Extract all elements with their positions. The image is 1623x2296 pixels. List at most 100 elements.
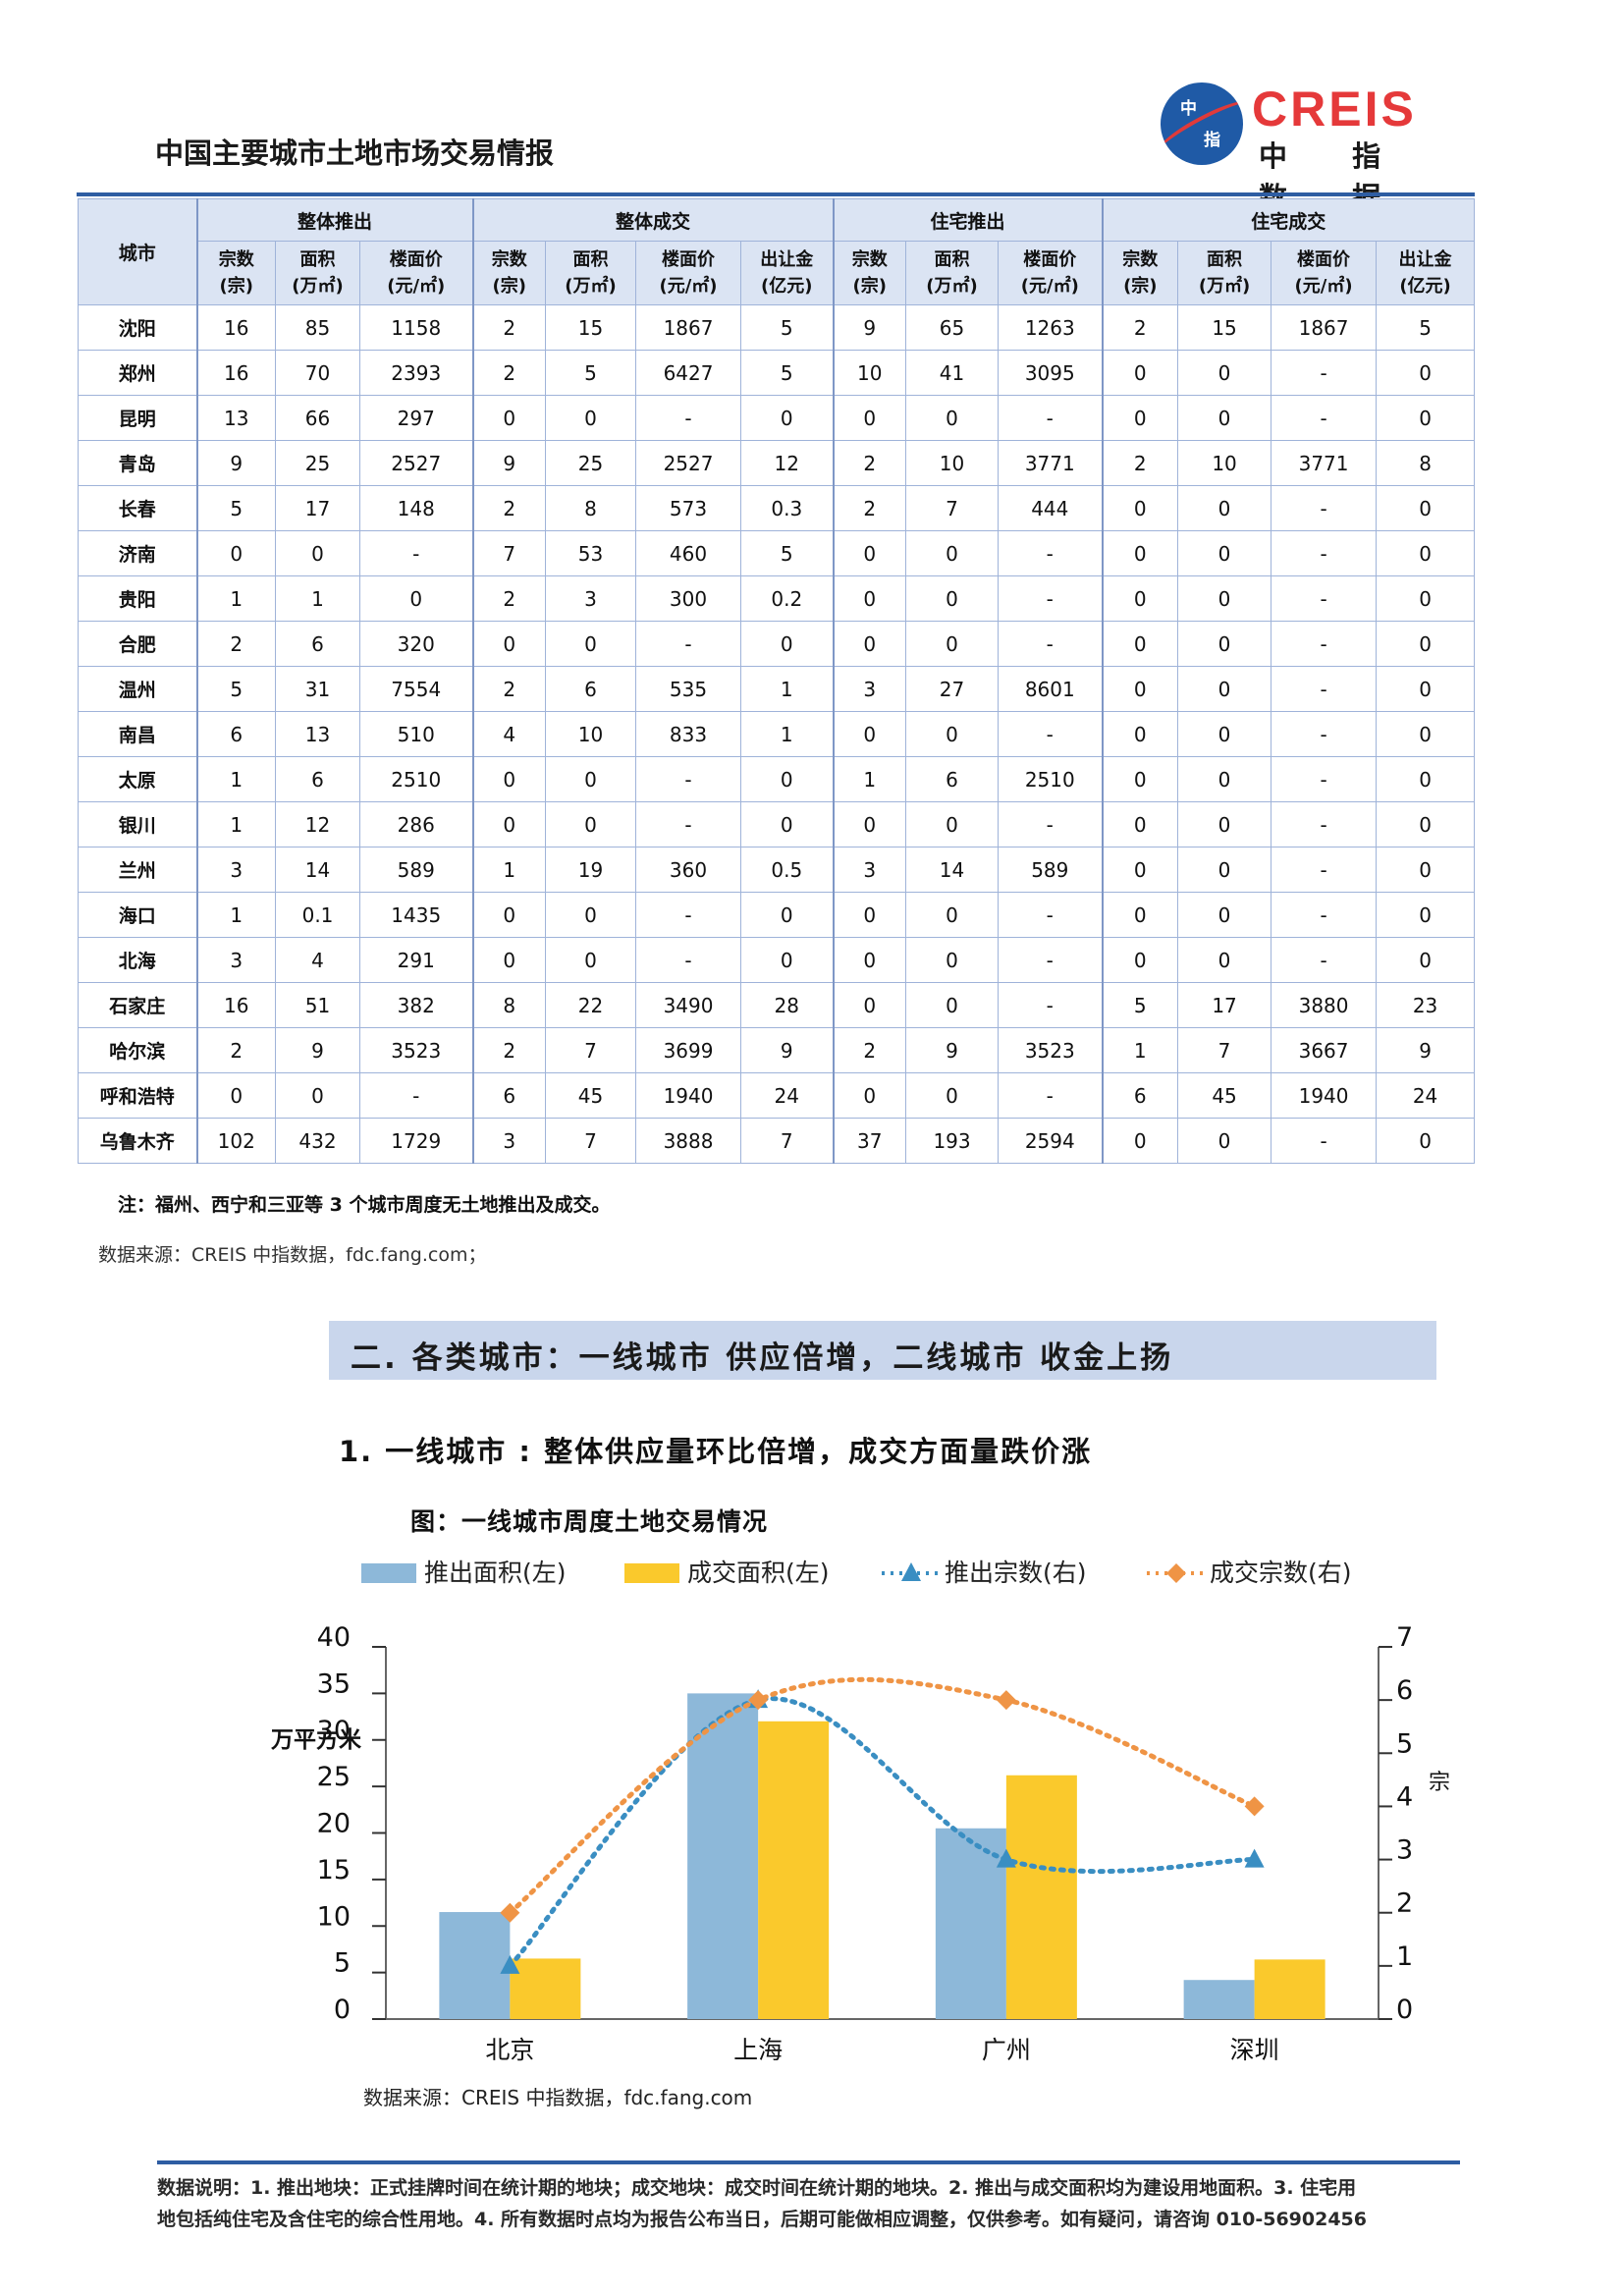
value-cell: - — [998, 937, 1104, 983]
subsection-title: 1. 一线城市 : 整体供应量环比倍增，成交方面量跌价涨 — [339, 1435, 1093, 1468]
value-cell: 27 — [905, 666, 1000, 712]
column-header-label: 面积 — [572, 249, 609, 270]
left-tick-label: 20 — [317, 1809, 351, 1839]
bar-transacted-area — [510, 1958, 581, 2019]
value-cell: 2510 — [358, 756, 474, 802]
value-cell: 0 — [1376, 575, 1476, 622]
value-cell: 2 — [471, 304, 547, 351]
column-header: 宗数 (宗) — [195, 241, 276, 305]
column-header-unit: (万㎡) — [1198, 276, 1251, 297]
value-cell: 66 — [275, 395, 360, 441]
column-header: 出让金 (亿元) — [1376, 241, 1476, 305]
column-header-unit: (宗) — [852, 276, 887, 297]
logo-mark-top: 中 — [1180, 99, 1197, 119]
footer-line: 数据说明：1. 推出地块：正式挂牌时间在统计期的地块；成交地块：成交时间在统计期… — [157, 2177, 1357, 2199]
legend-label: 成交宗数(右) — [1210, 1558, 1352, 1587]
value-cell: 1435 — [358, 892, 474, 938]
value-cell: 0.5 — [740, 847, 835, 893]
value-cell: 10 — [832, 350, 907, 396]
city-cell: 乌鲁木齐 — [78, 1118, 197, 1164]
figure-title: 图：一线城市周度土地交易情况 — [410, 1507, 769, 1536]
category-label: 上海 — [733, 2036, 783, 2064]
value-cell: 0 — [1376, 756, 1476, 802]
value-cell: 3490 — [635, 982, 742, 1028]
value-cell: 9 — [471, 440, 547, 486]
value-cell: 0 — [832, 937, 907, 983]
value-cell: 0 — [1376, 937, 1476, 983]
column-header-unit: (万㎡) — [926, 276, 978, 297]
table-source: 数据来源：CREIS 中指数据，fdc.fang.com； — [98, 1244, 487, 1266]
city-cell: 贵阳 — [78, 575, 197, 622]
value-cell: 0 — [905, 892, 1000, 938]
value-cell: 2 — [471, 1027, 547, 1073]
value-cell: - — [1271, 1118, 1378, 1164]
column-header-unit: (宗) — [1123, 276, 1158, 297]
column-header: 宗数 (宗) — [1101, 241, 1179, 305]
value-cell: 0 — [471, 892, 547, 938]
table-subheader-row: 宗数 (宗) 面积 (万㎡) 楼面价 (元/㎡) 宗数 (宗) 面积 (万㎡) 楼面价 (元/㎡) 出让… — [79, 241, 1476, 305]
value-cell: 193 — [905, 1118, 1000, 1164]
right-tick-label: 0 — [1396, 1995, 1413, 2025]
table-row: 贵阳 1 1 0 2 3 300 0.2 0 0-0 0-0 — [78, 575, 1476, 622]
value-cell: 1 — [740, 666, 835, 712]
triangle-marker — [1244, 1848, 1265, 1868]
value-cell: 0 — [1101, 892, 1179, 938]
value-cell: 297 — [358, 395, 474, 441]
value-cell: 1940 — [1271, 1072, 1378, 1119]
value-cell: 300 — [635, 575, 742, 622]
value-cell: 45 — [545, 1072, 637, 1119]
value-cell: 444 — [998, 485, 1104, 531]
value-cell: - — [1271, 892, 1378, 938]
value-cell: 17 — [275, 485, 360, 531]
value-cell: 6 — [275, 621, 360, 667]
value-cell: 0 — [195, 1072, 276, 1119]
value-cell: 0 — [905, 711, 1000, 757]
value-cell: 2527 — [635, 440, 742, 486]
value-cell: 535 — [635, 666, 742, 712]
table-row: 沈阳 16 85 1158 2 15 1867 5 9 65 1263 2 15 1867 5 — [78, 304, 1476, 351]
value-cell: 0 — [905, 801, 1000, 847]
value-cell: 16 — [195, 350, 276, 396]
value-cell: 0 — [1101, 395, 1179, 441]
column-header-unit: (亿元) — [761, 276, 813, 297]
column-header-unit: (元/㎡) — [1020, 276, 1079, 297]
right-axis-title: 宗 — [1429, 1771, 1450, 1795]
city-cell: 太原 — [78, 756, 197, 802]
column-header-unit: (元/㎡) — [1294, 276, 1353, 297]
value-cell: - — [998, 1072, 1104, 1119]
table-row: 青岛 9 25 2527 9 25 2527 12 2 10 3771 2 10 3771 8 — [78, 440, 1476, 486]
value-cell: 37 — [832, 1118, 907, 1164]
table-row: 银川 1 12 286 0 0-0 0 0-0 0-0 — [78, 801, 1476, 847]
group-header: 整体成交 — [471, 198, 835, 242]
city-cell: 济南 — [78, 530, 197, 576]
value-cell: 3771 — [1271, 440, 1378, 486]
value-cell: 0 — [1376, 350, 1476, 396]
value-cell: 0 — [1101, 621, 1179, 667]
value-cell: 0 — [1376, 801, 1476, 847]
left-tick-label: 5 — [334, 1948, 351, 1979]
legend-diamond-icon — [1166, 1563, 1186, 1583]
value-cell: 0 — [740, 892, 835, 938]
logo-mark-bottom: 指 — [1204, 131, 1220, 150]
value-cell: 291 — [358, 937, 474, 983]
value-cell: - — [998, 711, 1104, 757]
value-cell: 6 — [545, 666, 637, 712]
column-header: 面积 (万㎡) — [545, 241, 637, 305]
right-tick-label: 6 — [1396, 1675, 1413, 1706]
footer-notes: 数据说明：1. 推出地块：正式挂牌时间在统计期的地块；成交地块：成交时间在统计期… — [157, 2172, 1463, 2235]
value-cell: 15 — [1177, 304, 1272, 351]
value-cell: 833 — [635, 711, 742, 757]
column-header: 面积 (万㎡) — [905, 241, 1000, 305]
column-header-label: 面积 — [1207, 249, 1243, 270]
value-cell: 0 — [1376, 621, 1476, 667]
right-tick-label: 7 — [1396, 1622, 1413, 1653]
value-cell: 286 — [358, 801, 474, 847]
value-cell: 6427 — [635, 350, 742, 396]
value-cell: 0 — [905, 575, 1000, 622]
value-cell: 7 — [905, 485, 1000, 531]
column-header: 宗数 (宗) — [471, 241, 547, 305]
column-header-label: 楼面价 — [1023, 249, 1077, 270]
column-header-label: 宗数 — [491, 249, 527, 270]
value-cell: 0 — [832, 801, 907, 847]
